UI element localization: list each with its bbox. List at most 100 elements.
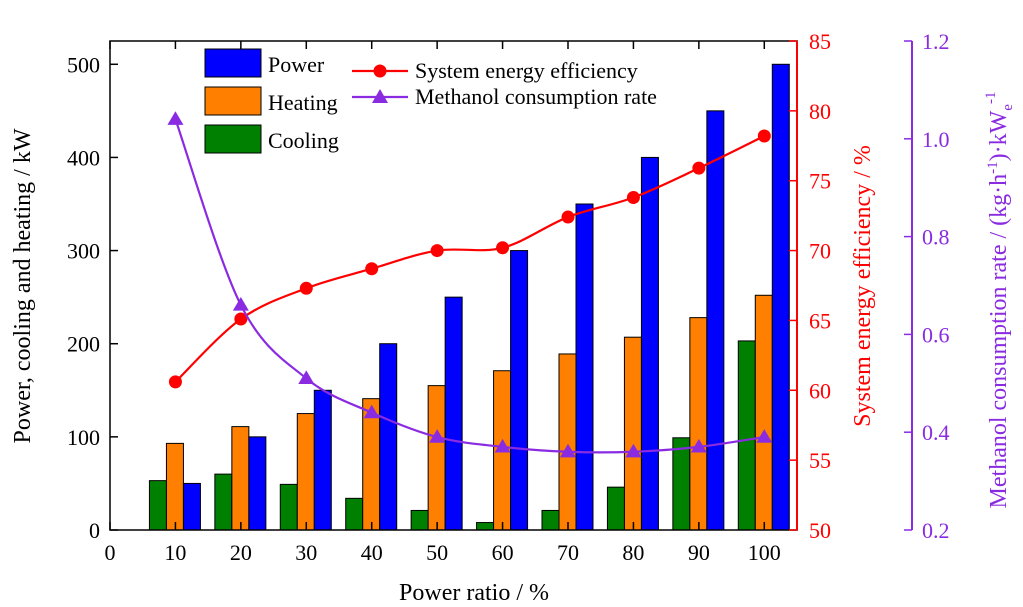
bar-cooling-80 [606, 486, 625, 531]
bar-cooling-70 [541, 509, 560, 531]
point-efficiency-60 [496, 241, 510, 255]
bar-power-20 [248, 436, 267, 531]
bar-cooling-90 [672, 437, 691, 531]
y-right1-tick-label-50: 50 [809, 518, 831, 543]
bar-power-80 [640, 156, 659, 531]
point-efficiency-20 [234, 312, 248, 326]
bar-cooling-60 [476, 522, 495, 531]
x-axis-title: Power ratio / % [399, 580, 549, 606]
y-right2-title-sub: e [1000, 104, 1016, 111]
point-efficiency-70 [561, 210, 575, 224]
point-methanol-80 [625, 443, 642, 458]
bar-cooling-100 [737, 340, 756, 531]
bar-power-100 [771, 63, 790, 531]
y-right1-axis-title: System energy efficiency / % [850, 145, 876, 427]
y-right1-tick-label-70: 70 [809, 239, 831, 264]
point-efficiency-80 [626, 190, 640, 204]
axes: 0 10 20 30 40 50 60 70 80 90 100 0 100 200 300 400 500 50… [67, 29, 950, 565]
point-efficiency-100 [757, 129, 771, 143]
y-right2-title-sup1: -1 [985, 161, 1001, 174]
legend-label-power: Power [268, 52, 325, 77]
y-left-tick-label-400: 400 [67, 145, 100, 170]
bar-cooling-40 [345, 497, 364, 531]
point-methanol-10 [167, 111, 184, 125]
bar-heating-50 [427, 385, 446, 531]
y-right1-tick-label-80: 80 [809, 99, 831, 124]
bar-power-30 [313, 389, 332, 531]
point-methanol-40 [363, 404, 380, 419]
bar-power-90 [706, 110, 725, 531]
y-right2-tick-label-0.6: 0.6 [922, 322, 950, 347]
bar-heating-30 [296, 413, 315, 531]
point-efficiency-40 [365, 262, 379, 276]
bar-power-60 [510, 250, 529, 531]
x-tick-label-90: 90 [688, 540, 710, 565]
bar-power-40 [379, 343, 398, 531]
legend-marker-methanol [372, 89, 388, 103]
y-right2-tick-label-0.2: 0.2 [922, 518, 950, 543]
x-tick-label-10: 10 [164, 540, 186, 565]
bar-heating-100 [754, 294, 773, 531]
legend-label-efficiency: System energy efficiency [415, 58, 638, 83]
bar-heating-90 [689, 317, 708, 531]
x-tick-label-80: 80 [622, 540, 644, 565]
y-left-axis-title: Power, cooling and heating / kW [10, 128, 36, 443]
y-right1-tick-label-60: 60 [809, 378, 831, 403]
y-right2-tick-label-1.0: 1.0 [922, 127, 950, 152]
point-methanol-90 [690, 438, 707, 453]
x-tick-label-60: 60 [492, 540, 514, 565]
bar-heating-80 [623, 336, 642, 531]
y-left-tick-label-300: 300 [67, 239, 100, 264]
point-methanol-100 [756, 429, 773, 443]
point-methanol-60 [494, 438, 511, 453]
bar-cooling-30 [279, 483, 298, 531]
bar-power-50 [444, 296, 463, 531]
y-left-tick-label-100: 100 [67, 425, 100, 450]
y-left-tick-label-500: 500 [67, 52, 100, 77]
y-right1-tick-label-85: 85 [809, 29, 831, 54]
bar-cooling-20 [214, 473, 233, 531]
y-left-tick-label-0: 0 [89, 518, 100, 543]
bar-power-10 [182, 482, 201, 531]
bar-heating-20 [231, 426, 250, 531]
point-methanol-30 [298, 370, 315, 385]
x-tick-label-50: 50 [426, 540, 448, 565]
y-right1-tick-label-65: 65 [809, 308, 831, 333]
y-left-tick-label-200: 200 [67, 332, 100, 357]
y-right1-tick-label-75: 75 [809, 169, 831, 194]
bar-cooling-50 [410, 509, 429, 531]
x-tick-label-20: 20 [230, 540, 252, 565]
legend: Power Heating Cooling System energy efficie… [204, 48, 657, 154]
bar-power-70 [575, 203, 594, 531]
y-right2-title-main: Methanol consumption rate / (kg·h [986, 174, 1012, 509]
bar-heating-70 [558, 353, 577, 531]
point-efficiency-30 [299, 281, 313, 295]
line-efficiency [174, 135, 765, 383]
bar-heating-10 [165, 442, 184, 531]
bar-cooling-10 [148, 480, 167, 531]
x-tick-label-100: 100 [748, 540, 781, 565]
point-methanol-20 [232, 297, 249, 311]
legend-label-methanol: Methanol consumption rate [415, 84, 657, 109]
plot-area [148, 63, 790, 531]
x-tick-label-30: 30 [295, 540, 317, 565]
legend-swatch-heating [204, 86, 262, 116]
x-tick-label-40: 40 [361, 540, 383, 565]
y-right2-tick-label-0.8: 0.8 [922, 225, 950, 250]
y-right2-axis-title: Methanol consumption rate / (kg·h-1)·kWe… [983, 92, 1016, 509]
point-methanol-50 [429, 429, 446, 443]
y-right2-title-sup2: -1 [983, 92, 999, 105]
legend-swatch-power [204, 48, 262, 78]
y-right2-title-mid: )·kW [986, 110, 1012, 161]
x-tick-label-0: 0 [105, 540, 116, 565]
point-efficiency-90 [692, 161, 706, 175]
line-methanol [174, 118, 765, 454]
y-right2-tick-label-0.4: 0.4 [922, 420, 950, 445]
x-tick-label-70: 70 [557, 540, 579, 565]
legend-label-heating: Heating [268, 90, 338, 115]
legend-swatch-cooling [204, 124, 262, 154]
bar-heating-40 [362, 398, 381, 531]
y-right2-tick-label-1.2: 1.2 [922, 29, 950, 54]
legend-marker-efficiency [373, 64, 387, 78]
